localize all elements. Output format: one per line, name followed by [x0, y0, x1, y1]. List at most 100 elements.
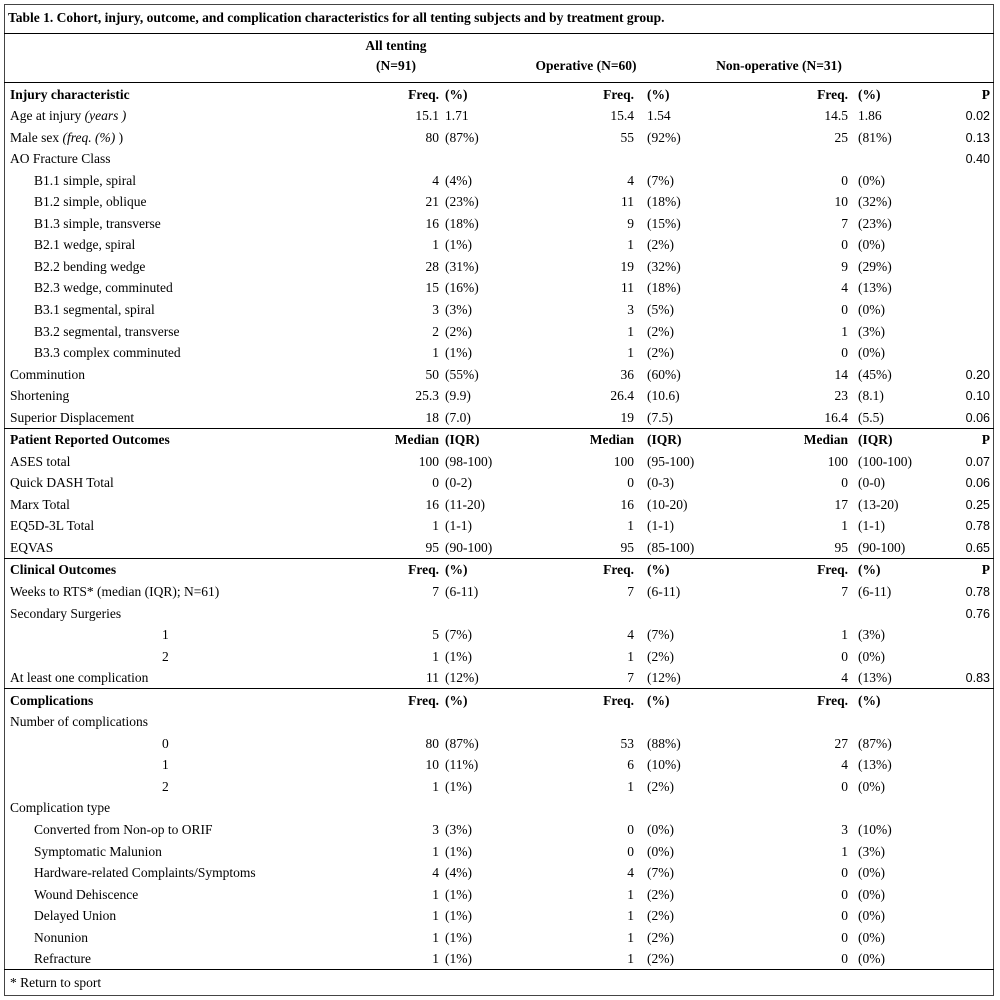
row-label-unit: (years ) — [84, 108, 127, 124]
all-tenting-detail: (1%) — [445, 778, 472, 794]
operative-value: 6 — [627, 757, 634, 773]
section-header-row: Complications Freq. (%) Freq. (%) Freq. (%) — [4, 688, 994, 711]
non-operative-detail: (0%) — [858, 951, 885, 967]
operative-value: 0 — [627, 843, 634, 859]
all-tenting-value: 3 — [432, 821, 439, 837]
operative-value: Freq. — [603, 86, 634, 102]
non-operative-detail: (0%) — [858, 301, 885, 317]
all-tenting-detail: (6-11) — [445, 583, 479, 599]
non-operative-detail: (8.1) — [858, 388, 884, 404]
all-tenting-value: 28 — [425, 258, 440, 274]
operative-value: 1 — [627, 886, 634, 902]
all-tenting-value: 5 — [432, 627, 439, 643]
non-operative-detail: (32%) — [858, 194, 892, 210]
p-value: 0.06 — [965, 410, 990, 425]
p-value: 0.40 — [965, 152, 990, 167]
operative-value: 0 — [627, 475, 634, 491]
non-operative-value: 0 — [841, 345, 848, 361]
table-row: 0 80 (87%) 53 (88%) 27 (87%) — [4, 732, 994, 754]
group-operative-label: Operative (N=60) — [535, 58, 637, 73]
operative-detail: (6-11) — [647, 583, 681, 599]
all-tenting-detail: (1%) — [445, 345, 472, 361]
all-tenting-value: 1 — [432, 778, 439, 794]
operative-detail: (88%) — [647, 735, 681, 751]
non-operative-detail: (13%) — [858, 757, 892, 773]
all-tenting-value: 15 — [425, 280, 440, 296]
table-row: Weeks to RTS* (median (IQR); N=61) 7 (6-11… — [4, 580, 994, 602]
row-label: EQVAS — [10, 539, 54, 555]
table-row: Wound Dehiscence 1 (1%) 1 (2%) 0 (0%) — [4, 883, 994, 905]
all-tenting-value: 10 — [425, 757, 440, 773]
row-label: Complication type — [10, 800, 111, 816]
all-tenting-detail: (55%) — [445, 366, 479, 382]
non-operative-value: 0 — [841, 908, 848, 924]
table-row: EQ5D-3L Total 1 (1-1) 1 (1-1) 1 (1-1) 0.78 — [4, 515, 994, 537]
operative-detail: (1-1) — [647, 518, 674, 534]
table-row: Age at injury (years ) 15.1 1.71 15.4 1.54 14… — [4, 105, 994, 127]
non-operative-value: 16.4 — [824, 409, 848, 425]
row-label: Symptomatic Malunion — [34, 843, 162, 859]
non-operative-value: 7 — [841, 583, 848, 599]
non-operative-value: 4 — [841, 670, 848, 686]
p-value: 0.25 — [965, 497, 990, 512]
all-tenting-detail: (3%) — [445, 301, 472, 317]
all-tenting-value: 15.1 — [415, 108, 439, 124]
all-tenting-value: Freq. — [408, 86, 439, 102]
non-operative-detail: (3%) — [858, 323, 885, 339]
operative-detail: 1.54 — [647, 108, 671, 124]
all-tenting-value: 1 — [432, 929, 439, 945]
operative-value: Median — [589, 432, 634, 448]
non-operative-value: 0 — [841, 778, 848, 794]
non-operative-value: 9 — [841, 258, 848, 274]
p-value: 0.20 — [965, 367, 990, 382]
all-tenting-detail: (3%) — [445, 821, 472, 837]
operative-detail: (12%) — [647, 670, 681, 686]
non-operative-detail: (90-100) — [858, 539, 906, 555]
table-row: B1.3 simple, transverse 16 (18%) 9 (15%) 7 (23… — [4, 212, 994, 234]
row-label: Comminution — [10, 366, 86, 382]
row-label: Number of complications — [10, 714, 148, 730]
table-row: Comminution 50 (55%) 36 (60%) 14 (45%) 0.20 — [4, 363, 994, 385]
all-tenting-detail: (7.0) — [445, 409, 471, 425]
all-tenting-detail: (1%) — [445, 951, 472, 967]
row-label: Hardware-related Complaints/Symptoms — [34, 865, 256, 881]
p-value: 0.78 — [965, 584, 990, 599]
non-operative-value: 0 — [841, 475, 848, 491]
operative-detail: (7%) — [647, 865, 674, 881]
non-operative-detail: (13%) — [858, 280, 892, 296]
p-value: 0.06 — [965, 476, 990, 491]
table-row: 2 1 (1%) 1 (2%) 0 (0%) — [4, 645, 994, 667]
table-row: ASES total 100 (98-100) 100 (95-100) 100 (100-… — [4, 450, 994, 472]
operative-value: 9 — [627, 215, 634, 231]
operative-value: 1 — [627, 648, 634, 664]
all-tenting-detail: 1.71 — [445, 108, 469, 124]
operative-detail: (10.6) — [647, 388, 680, 404]
row-label: Secondary Surgeries — [10, 605, 122, 621]
row-label: Injury characteristic — [10, 86, 130, 102]
non-operative-value: Median — [803, 432, 848, 448]
row-label: Superior Displacement — [10, 409, 135, 425]
all-tenting-detail: (1-1) — [445, 518, 472, 534]
group-header: All tenting (N=91) Operative (N=60) Non-… — [4, 36, 994, 80]
non-operative-value: 0 — [841, 237, 848, 253]
table-row: B3.1 segmental, spiral 3 (3%) 3 (5%) 0 (0%) — [4, 298, 994, 320]
non-operative-value: 4 — [841, 280, 848, 296]
operative-detail: (10-20) — [647, 496, 688, 512]
all-tenting-detail: (16%) — [445, 280, 479, 296]
all-tenting-value: Median — [394, 432, 439, 448]
row-label: 2 — [162, 648, 169, 664]
p-value: 0.78 — [965, 519, 990, 534]
all-tenting-detail: (1%) — [445, 886, 472, 902]
non-operative-value: 0 — [841, 951, 848, 967]
all-tenting-detail: (18%) — [445, 215, 479, 231]
all-tenting-value: 1 — [432, 648, 439, 664]
group-all-tenting: All tenting (N=91) — [334, 36, 458, 76]
all-tenting-value: 2 — [432, 323, 439, 339]
operative-detail: (2%) — [647, 908, 674, 924]
group-all-tenting-line1: All tenting — [365, 38, 427, 53]
table-row: 2 1 (1%) 1 (2%) 0 (0%) — [4, 775, 994, 797]
operative-detail: (2%) — [647, 323, 674, 339]
non-operative-value: 10 — [834, 194, 849, 210]
row-label: Male sex (freq. (%) ) — [10, 130, 123, 146]
all-tenting-value: 21 — [425, 194, 440, 210]
